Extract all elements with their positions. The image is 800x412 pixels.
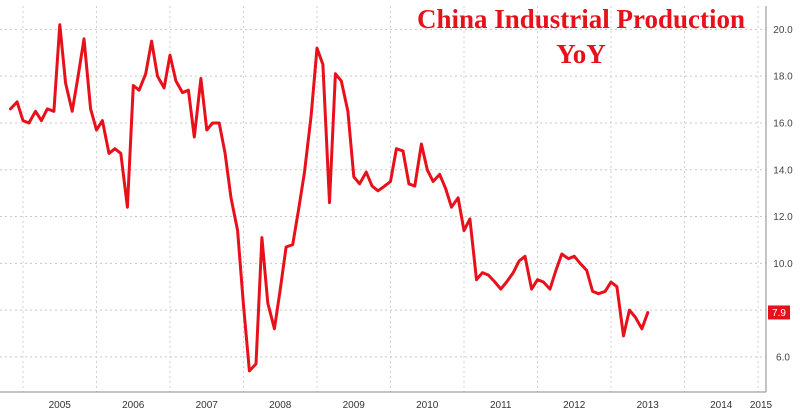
x-tick-label: 2010 [416, 400, 439, 411]
y-axis-ticks: 6.0 10.0 12.0 14.0 16.0 18.0 20.0 [773, 25, 793, 364]
x-tick-label: 2009 [343, 400, 366, 411]
y-tick-label: 16.0 [773, 118, 793, 129]
series-layer [9, 23, 650, 373]
gridlines [0, 6, 766, 392]
x-tick-label: 2005 [49, 400, 72, 411]
y-tick-label: 18.0 [773, 72, 793, 83]
y-tick-label: 14.0 [773, 165, 793, 176]
x-tick-label: 2013 [637, 400, 660, 411]
chart-title: China Industrial Production [417, 4, 745, 34]
axes [0, 6, 767, 393]
last-value-label: 7.9 [772, 308, 786, 319]
x-tick-label: 2014 [710, 400, 733, 411]
y-tick-label: 10.0 [773, 259, 793, 270]
x-tick-label: 2006 [122, 400, 145, 411]
x-tick-label: 2011 [490, 400, 512, 411]
x-axis-ticks: 2005 2006 2007 2008 2009 2010 2011 2012 2013 2014… [49, 400, 773, 411]
chart-subtitle: YoY [556, 39, 606, 69]
x-tick-label: 2012 [563, 400, 586, 411]
series-line [9, 23, 650, 373]
y-tick-label: 20.0 [773, 25, 793, 36]
x-tick-label: 2008 [269, 400, 292, 411]
x-tick-label: 2007 [196, 400, 219, 411]
last-value-badge [768, 305, 790, 320]
y-tick-label: 12.0 [773, 212, 793, 223]
x-tick-label: 2015 [750, 400, 773, 411]
last-value-marker: 7.9 [768, 305, 790, 320]
y-tick-label: 6.0 [776, 352, 790, 363]
